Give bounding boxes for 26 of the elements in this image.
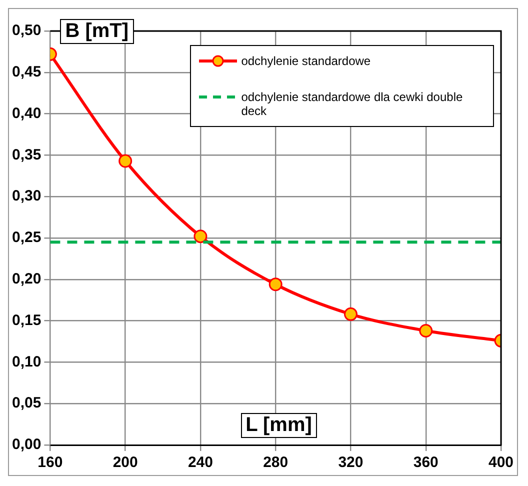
x-axis-title: L [mm] <box>240 413 317 438</box>
y-tick-label: 0,20 <box>12 270 42 288</box>
y-tick-label: 0,05 <box>12 394 42 412</box>
x-tick-label: 200 <box>112 454 138 472</box>
y-tick-label: 0,25 <box>12 229 42 246</box>
y-tick-label: 0,00 <box>12 436 42 454</box>
y-axis-title: B [mT] <box>60 19 134 44</box>
y-tick-label: 0,40 <box>12 104 42 122</box>
point <box>344 307 358 321</box>
x-tick-label: 400 <box>488 454 514 472</box>
point <box>194 230 208 244</box>
point <box>268 278 282 292</box>
x-tick-label: 360 <box>413 454 438 472</box>
legend-label: odchylenie standardowe dla cewki double deck <box>241 90 464 118</box>
y-tick-label: 0,10 <box>12 353 42 370</box>
x-tick-label: 320 <box>338 454 364 472</box>
y-tick-label: 0,50 <box>12 22 42 40</box>
legend-label: odchylenie standardowe <box>241 54 371 68</box>
x-tick-label: 240 <box>188 454 213 472</box>
x-tick-label: 280 <box>263 454 288 472</box>
y-tick-label: 0,45 <box>12 64 42 81</box>
y-tick-label: 0,35 <box>12 146 42 164</box>
y-tick-label: 0,15 <box>12 312 42 329</box>
y-tick-label: 0,30 <box>12 188 42 205</box>
x-tick-label: 160 <box>38 454 63 472</box>
point <box>118 154 132 168</box>
